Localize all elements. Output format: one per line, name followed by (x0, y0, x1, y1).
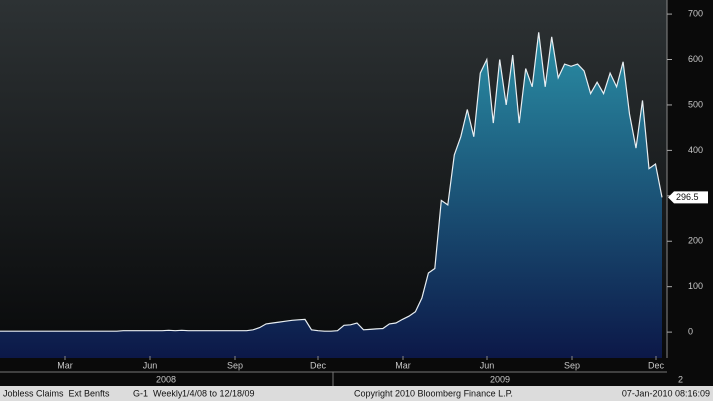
y-tick-label: 200 (688, 236, 703, 246)
area-fill (0, 32, 662, 359)
y-tick-label: 0 (688, 326, 693, 336)
month-label: Dec (310, 360, 327, 370)
line (0, 32, 663, 332)
month-label: Jun (480, 360, 495, 370)
page-label: 2 (678, 374, 683, 384)
last-value-label: 296.5 (676, 192, 699, 202)
year-row (0, 372, 713, 386)
month-label: Mar (57, 360, 73, 370)
footer-copyright: Copyright 2010 Bloomberg Finance L.P. (354, 388, 513, 398)
year-label: 2009 (490, 374, 510, 384)
axis-panel (667, 0, 713, 358)
y-tick-label: 600 (688, 54, 703, 64)
y-tick-label: 400 (688, 145, 703, 155)
y-tick-label: 700 (688, 8, 703, 18)
month-label: Jun (143, 360, 158, 370)
month-label: Dec (648, 360, 665, 370)
footer-chart-id: G-1 (133, 388, 148, 398)
month-row (0, 358, 713, 372)
footer-security: Jobless Claims Ext Benfts (3, 388, 110, 398)
footer-range: 1/4/08 to 12/18/09 (182, 388, 255, 398)
month-label: Mar (395, 360, 411, 370)
footer-timestamp: 07-Jan-2010 08:16:09 (622, 388, 710, 398)
last-value-flag (668, 191, 708, 204)
y-tick-label: 500 (688, 99, 703, 109)
footer-period: Weekly (153, 388, 183, 398)
footer-bar (0, 386, 713, 401)
year-label: 2008 (156, 374, 176, 384)
month-label: Sep (564, 360, 580, 370)
month-label: Sep (227, 360, 243, 370)
y-tick-label: 100 (688, 281, 703, 291)
